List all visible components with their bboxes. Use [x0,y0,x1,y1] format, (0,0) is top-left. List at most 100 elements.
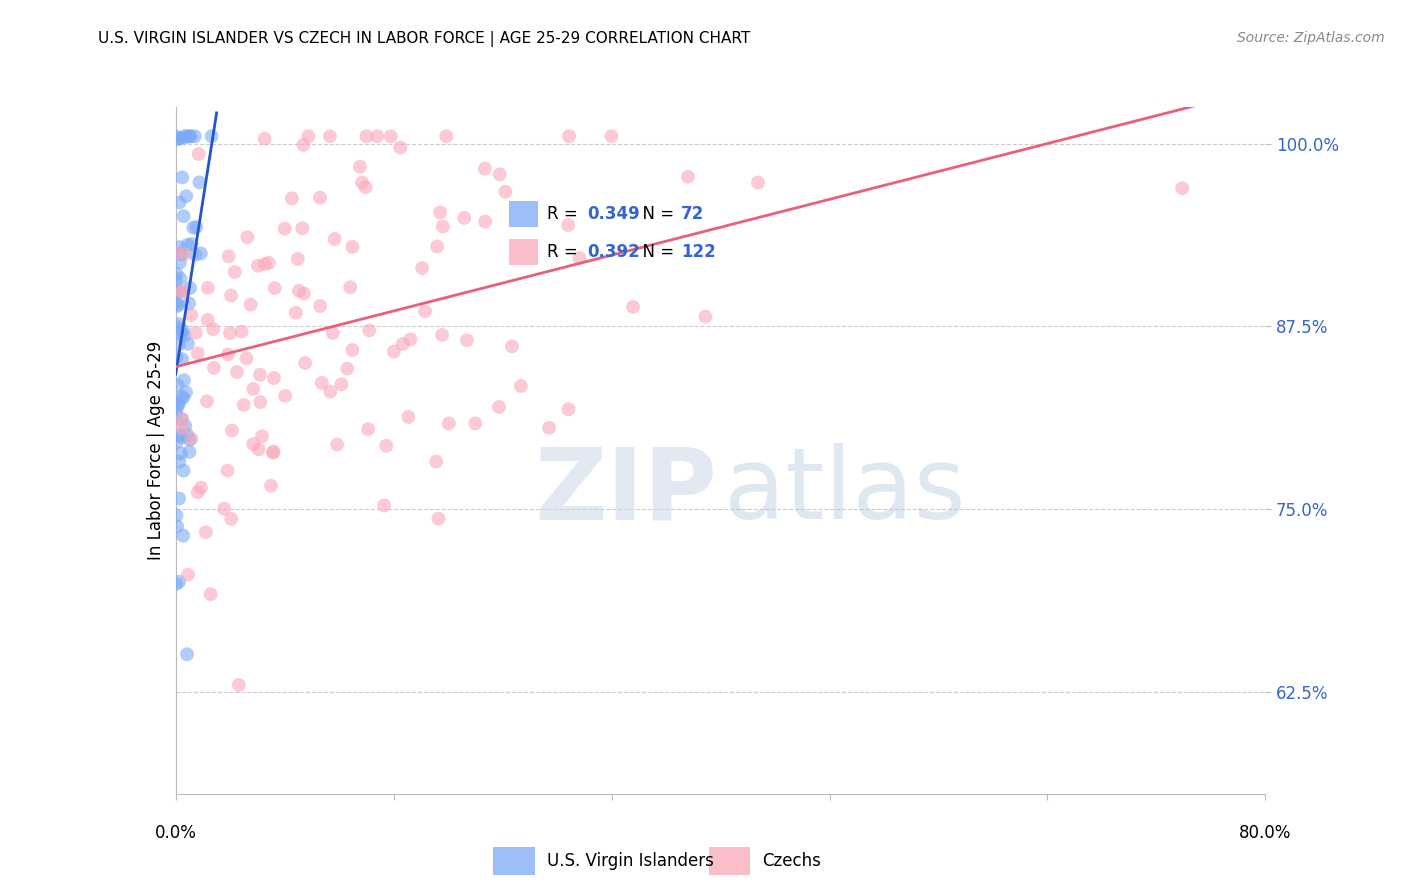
Point [166,428,188,442]
Point [391,337,413,351]
Point [218,249,240,263]
Point [170,446,193,460]
Point [197,313,219,327]
Point [356,129,378,144]
Point [263,371,285,385]
Point [294,356,316,370]
Point [174,385,197,400]
Point [558,129,581,144]
Point [426,239,449,253]
Point [225,365,247,379]
Text: 0.392: 0.392 [588,244,640,261]
Text: N =: N = [633,244,679,261]
Point [557,402,579,417]
Point [172,324,194,338]
Point [411,260,433,275]
Point [186,220,208,235]
Point [434,129,457,144]
Text: U.S. Virgin Islanders: U.S. Virgin Islanders [547,852,714,871]
Point [262,446,284,460]
Point [166,396,188,410]
Point [180,308,202,322]
Point [263,281,285,295]
Point [179,445,201,459]
Point [235,351,257,366]
Point [357,422,380,436]
Point [219,326,242,340]
Point [224,265,246,279]
Point [167,397,190,411]
Point [257,256,280,270]
Point [427,511,450,525]
Point [169,285,191,299]
Point [167,491,190,506]
Bar [709,847,749,875]
Point [172,352,194,367]
Point [273,221,295,235]
Point [166,267,188,281]
Point [488,167,510,181]
Point [509,379,531,393]
Text: Source: ZipAtlas.com: Source: ZipAtlas.com [1237,31,1385,45]
Point [202,322,225,336]
Point [501,339,523,353]
Point [217,347,239,361]
Point [221,424,243,438]
Point [173,247,195,261]
Point [170,247,193,261]
Point [350,176,373,190]
Point [166,378,188,392]
Point [249,368,271,382]
Y-axis label: In Labor Force | Age 25-29: In Labor Force | Age 25-29 [146,341,165,560]
Point [281,191,304,205]
Point [600,129,623,144]
Point [253,257,276,271]
Point [319,384,342,399]
Text: ZIP: ZIP [534,443,717,541]
Point [260,479,283,493]
Point [425,454,447,468]
Point [174,129,197,144]
Point [184,248,207,262]
Point [180,432,202,446]
Point [166,519,188,533]
Point [236,230,259,244]
Point [242,382,264,396]
Point [366,129,388,144]
Text: R =: R = [547,244,583,261]
Point [399,332,422,346]
Point [292,137,315,152]
Point [169,255,191,269]
Point [165,129,187,144]
Text: 80.0%: 80.0% [1239,824,1292,842]
Point [274,389,297,403]
Point [169,246,191,260]
Point [166,246,188,260]
Point [169,195,191,210]
Point [249,395,271,409]
Point [292,286,315,301]
Point [474,214,496,228]
Point [179,129,201,144]
Point [437,417,460,431]
Point [172,170,194,185]
Point [169,455,191,469]
Point [621,300,644,314]
Point [323,232,346,246]
Point [180,237,202,252]
Point [195,394,218,409]
Point [173,373,195,387]
Point [165,273,187,287]
Point [173,464,195,478]
Point [172,285,194,299]
Point [167,132,190,146]
Point [382,344,405,359]
Point [354,180,377,194]
Point [429,205,451,219]
Point [167,317,190,331]
Text: N =: N = [633,204,679,222]
Point [172,412,194,426]
Point [187,346,209,360]
Bar [509,239,538,265]
Point [165,294,187,309]
